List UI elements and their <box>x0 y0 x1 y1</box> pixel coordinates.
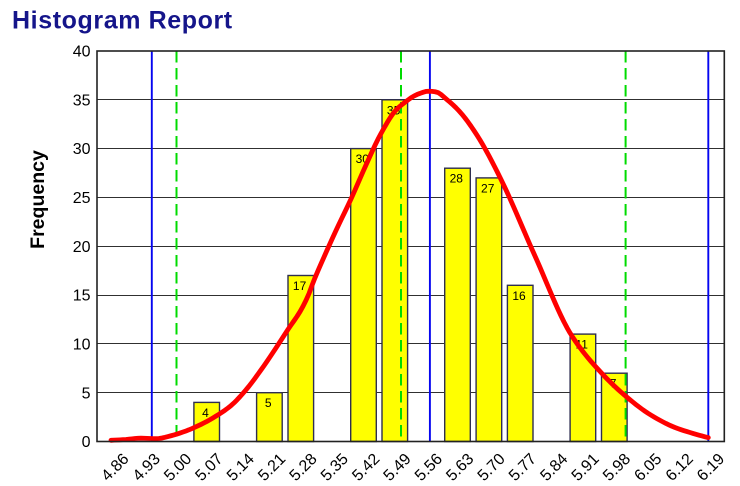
svg-text:5: 5 <box>82 385 91 402</box>
svg-text:40: 40 <box>73 44 91 61</box>
svg-text:15: 15 <box>73 288 91 305</box>
svg-text:0: 0 <box>82 434 91 451</box>
svg-text:5: 5 <box>265 396 272 410</box>
svg-text:4: 4 <box>202 406 209 420</box>
svg-text:16: 16 <box>512 289 526 303</box>
svg-text:20: 20 <box>73 239 91 256</box>
svg-text:17: 17 <box>293 279 307 293</box>
svg-text:Histogram Report: Histogram Report <box>12 7 233 35</box>
svg-text:Frequency: Frequency <box>27 150 49 249</box>
svg-text:35: 35 <box>73 92 91 109</box>
svg-text:25: 25 <box>73 190 91 207</box>
svg-text:28: 28 <box>450 172 464 186</box>
svg-text:27: 27 <box>481 181 495 195</box>
svg-text:30: 30 <box>73 141 91 158</box>
svg-text:10: 10 <box>73 337 91 354</box>
